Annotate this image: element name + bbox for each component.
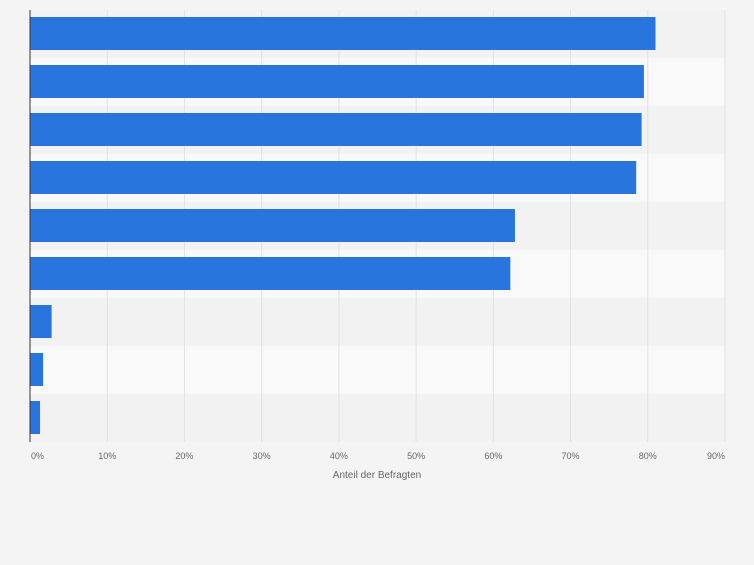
bar <box>30 257 511 290</box>
bar <box>30 401 41 434</box>
bars <box>30 17 656 434</box>
x-tick-label: 60% <box>484 451 502 461</box>
bar <box>30 113 642 146</box>
row-band <box>30 298 725 346</box>
row-band <box>30 394 725 442</box>
x-tick-label: 20% <box>175 451 193 461</box>
bar <box>30 17 656 50</box>
bar <box>30 161 637 194</box>
x-tick-label: 30% <box>253 451 271 461</box>
x-axis-ticks: 0% 10% 20% 30% 40% 50% 60% 70% 80% 90% <box>31 451 725 461</box>
x-tick-label: 10% <box>98 451 116 461</box>
x-tick-label: 80% <box>639 451 657 461</box>
x-tick-label: 0% <box>31 451 44 461</box>
x-axis-label: Anteil der Befragten <box>333 470 421 481</box>
x-tick-label: 50% <box>407 451 425 461</box>
bar <box>30 353 44 386</box>
x-tick-label: 90% <box>707 451 725 461</box>
bar <box>30 209 515 242</box>
row-band <box>30 346 725 394</box>
bar <box>30 305 52 338</box>
x-tick-label: 70% <box>562 451 580 461</box>
bar <box>30 65 644 98</box>
x-tick-label: 40% <box>330 451 348 461</box>
